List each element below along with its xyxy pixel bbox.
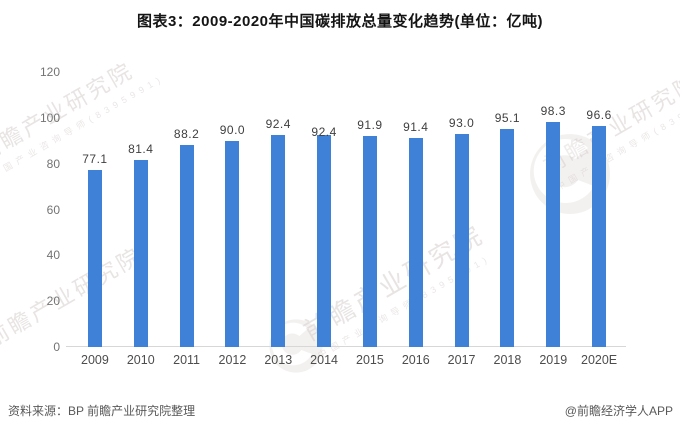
bar — [592, 125, 607, 347]
bar — [500, 129, 515, 347]
bar — [362, 136, 377, 347]
source-note: 资料来源：BP 前瞻产业研究院整理 — [8, 404, 196, 418]
chart-title: 图表3：2009-2020年中国碳排放总量变化趋势(单位：亿吨) — [136, 13, 544, 30]
y-tick-label: 40 — [46, 248, 60, 263]
x-tick-label: 2009 — [81, 353, 109, 367]
bar-value-label: 91.9 — [357, 118, 383, 133]
y-tick-label: 120 — [39, 65, 60, 79]
bar-value-label: 91.4 — [403, 119, 429, 134]
x-tick-label: 2016 — [401, 353, 430, 367]
bar — [133, 160, 148, 347]
bar — [87, 170, 102, 347]
bar-value-label: 93.0 — [448, 115, 475, 130]
bar-value-label: 98.3 — [540, 103, 566, 118]
x-axis-line — [66, 346, 626, 347]
x-tick-label: 2019 — [539, 353, 568, 367]
bar-value-label: 81.4 — [128, 142, 154, 157]
x-tick-label: 2011 — [173, 353, 201, 367]
bar-value-label: 96.6 — [586, 107, 612, 122]
y-tick-label: 60 — [46, 202, 60, 217]
bar-value-label: 95.1 — [494, 111, 521, 126]
x-tick-label: 2013 — [264, 353, 293, 367]
bar — [225, 140, 240, 347]
y-tick-label: 80 — [46, 156, 60, 171]
bar-value-label: 90.0 — [219, 122, 246, 137]
bar — [546, 121, 561, 347]
bar — [271, 135, 286, 347]
x-tick-label: 2012 — [218, 353, 247, 367]
bar-value-label: 88.2 — [173, 126, 200, 141]
x-tick-label: 2017 — [447, 353, 476, 367]
x-tick-label: 2014 — [310, 353, 338, 367]
x-tick-label: 2020E — [581, 353, 618, 367]
x-tick-label: 2010 — [126, 353, 155, 367]
bar-value-label: 92.4 — [265, 117, 291, 132]
y-tick-label: 100 — [39, 110, 60, 125]
x-tick-label: 2015 — [356, 353, 384, 367]
bar — [408, 137, 423, 347]
bar — [179, 144, 194, 347]
x-tick-label: 2018 — [493, 353, 522, 367]
y-tick-label: 0 — [53, 340, 60, 354]
credit-note: @前瞻经济学人APP — [564, 404, 673, 418]
y-tick-label: 20 — [46, 294, 60, 309]
bar-value-label: 92.4 — [311, 125, 337, 140]
bar — [454, 133, 469, 347]
bar — [317, 135, 332, 347]
bar-value-label: 77.1 — [82, 152, 108, 167]
